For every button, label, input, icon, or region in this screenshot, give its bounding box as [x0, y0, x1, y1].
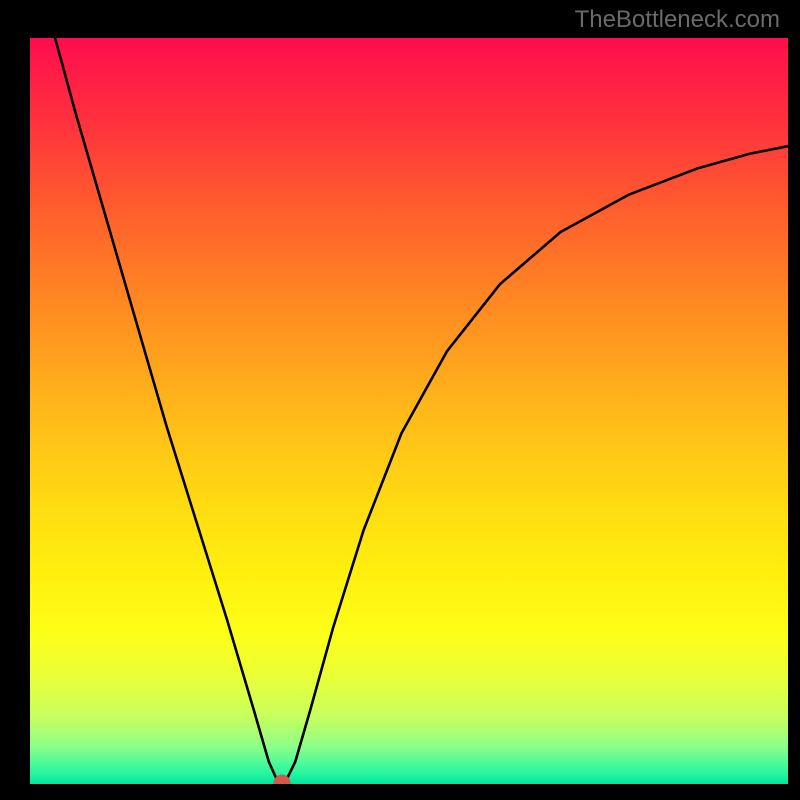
- plot-area: [30, 38, 788, 784]
- optimum-marker: [273, 774, 290, 784]
- bottleneck-curve: [30, 38, 788, 783]
- watermark-label: TheBottleneck.com: [575, 6, 780, 34]
- chart-frame: [30, 38, 788, 784]
- curve-layer: [30, 38, 788, 784]
